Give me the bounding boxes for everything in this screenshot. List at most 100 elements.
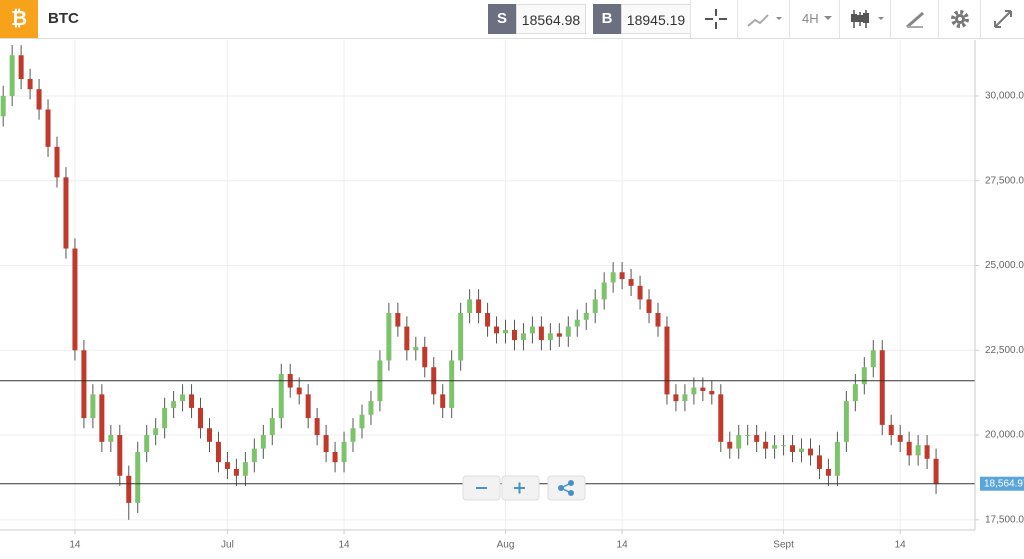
candle-body [386,312,392,361]
candle-body [126,475,132,503]
candle-body [547,333,553,341]
share-icon [558,485,564,491]
candle-body [736,435,742,449]
chart-type-button[interactable] [737,0,788,38]
candle-body [251,448,257,463]
sell-price[interactable]: 18564.98 [516,4,586,34]
x-tick-label: Sept [773,540,794,551]
candle-body [574,319,580,327]
candle-body [646,299,652,313]
x-tick-label: 14 [69,540,81,551]
candle-body [825,468,831,476]
candle-body [933,458,939,484]
candle-body [628,279,634,286]
candle-body [565,326,571,337]
candle-body [72,248,78,351]
settings-icon [951,10,969,28]
interval-button[interactable]: 4H [789,0,840,38]
settings-button[interactable] [938,0,981,38]
toolbar: ₿ BTC S 18564.98 B 18945.19 4H [0,0,1024,39]
candle-body [709,390,715,395]
candle-body [332,452,338,463]
buy-button[interactable]: B [593,4,621,34]
symbol-icon: ₿ [0,0,38,38]
crosshair-button[interactable] [690,0,741,38]
candle-body [503,329,509,334]
candle-style-button[interactable] [839,0,890,38]
candle-body [350,428,356,442]
candle-body [664,326,670,395]
plot [0,40,975,530]
candle-body [816,455,822,469]
candle-body [467,299,473,313]
candle-body [54,146,60,178]
candle-body [852,384,858,402]
candle-body [888,424,894,436]
candle-body [610,272,616,283]
candle-body [395,312,401,327]
candle-body [897,435,903,442]
candle-body [790,445,796,453]
candle-body [476,299,482,313]
candle-body [673,394,679,402]
candle-body [180,394,186,402]
share-button[interactable] [547,475,586,501]
crosshair-icon [705,9,727,29]
candle-body [0,95,6,117]
candle-body [269,418,275,436]
zoom-controls [462,475,586,501]
sell-button[interactable]: S [488,4,516,34]
candle-body [458,312,464,361]
candle-body [206,428,212,442]
candle-body [556,333,562,337]
candle-body [682,394,688,402]
candle-body [440,394,446,408]
candle-body [601,282,607,300]
candle-body [233,468,239,476]
candle-body [296,387,302,395]
candle-body [422,346,428,368]
candle-body [404,326,410,351]
candle-body [637,285,643,300]
candle-body [807,448,813,456]
drawing-tools-button[interactable] [890,0,941,38]
x-tick-label: 14 [617,540,629,551]
fullscreen-button[interactable] [980,0,1024,38]
candle-body [691,387,697,395]
candle-body [772,445,778,449]
candle-body [108,435,114,442]
candle-body [359,414,365,429]
candle-icon [851,10,884,28]
candle-body [27,78,33,90]
price-tag [980,476,1024,491]
candle-body [538,326,544,341]
x-tick-label: Aug [497,540,515,551]
candle-body [323,435,329,453]
candle-body [63,177,69,249]
candle-body [18,55,24,79]
candle-body [870,350,876,368]
candle-body [153,428,159,436]
y-tick-label: 25,000.00 [985,260,1024,271]
share-icon [568,490,574,496]
price-tag-label: 18,564.97 [984,478,1024,489]
candle-body [583,312,589,320]
candle-body [215,441,221,463]
candle-body [368,401,374,415]
buy-price[interactable]: 18945.19 [621,4,691,34]
symbol-name: BTC [48,10,79,27]
candle-body [9,55,15,96]
candle-body [485,312,491,327]
candle-body [494,326,500,334]
candle-body [278,374,284,419]
candle-body [924,445,930,459]
candle-body [843,401,849,442]
candle-body [655,312,661,327]
y-tick-label: 22,500.00 [985,345,1024,356]
candle-body [754,435,760,442]
candle-body [520,333,526,341]
candle-body [314,418,320,436]
candle-body [745,435,751,437]
